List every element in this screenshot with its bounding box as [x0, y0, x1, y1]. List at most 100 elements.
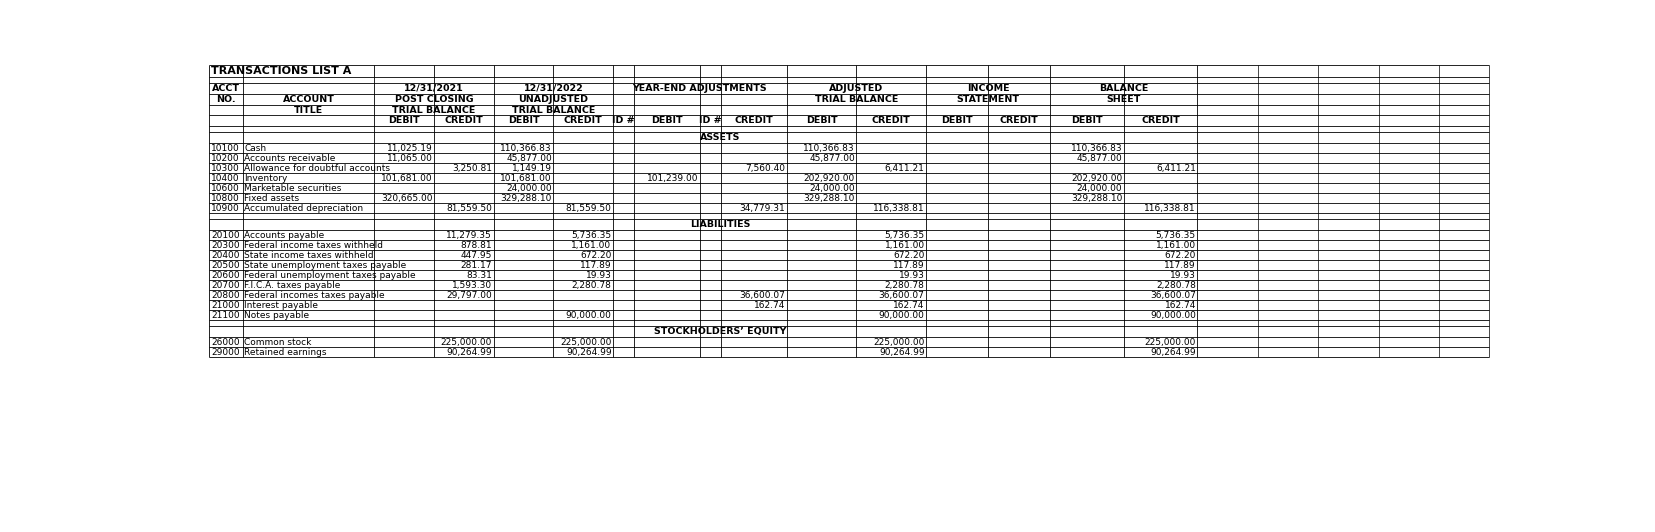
Text: POST CLOSING: POST CLOSING: [394, 95, 473, 104]
Text: 20500: 20500: [212, 261, 240, 270]
Text: ID #: ID #: [612, 117, 634, 126]
Text: 101,239.00: 101,239.00: [647, 173, 698, 182]
Text: 101,681.00: 101,681.00: [381, 173, 432, 182]
Text: ACCOUNT: ACCOUNT: [283, 95, 334, 104]
Text: State unemployment taxes payable: State unemployment taxes payable: [243, 261, 405, 270]
Text: 329,288.10: 329,288.10: [1071, 194, 1122, 203]
Text: 2,280.78: 2,280.78: [1155, 281, 1195, 290]
Text: 225,000.00: 225,000.00: [872, 338, 923, 347]
Text: F.I.C.A. taxes payable: F.I.C.A. taxes payable: [243, 281, 341, 290]
Text: 117.89: 117.89: [1163, 261, 1195, 270]
Text: 36,600.07: 36,600.07: [1149, 290, 1195, 300]
Text: DEBIT: DEBIT: [806, 117, 837, 126]
Text: Inventory: Inventory: [243, 173, 288, 182]
Text: 81,559.50: 81,559.50: [566, 204, 611, 213]
Text: 20100: 20100: [212, 231, 240, 239]
Text: 29000: 29000: [212, 348, 240, 356]
Text: Federal income taxes withheld: Federal income taxes withheld: [243, 240, 382, 250]
Text: 225,000.00: 225,000.00: [559, 338, 611, 347]
Text: Retained earnings: Retained earnings: [243, 348, 326, 356]
Text: 117.89: 117.89: [892, 261, 923, 270]
Text: DEBIT: DEBIT: [508, 117, 540, 126]
Text: 45,877.00: 45,877.00: [809, 154, 854, 163]
Text: LIABILITIES: LIABILITIES: [690, 220, 750, 229]
Text: 1,161.00: 1,161.00: [571, 240, 611, 250]
Text: 90,264.99: 90,264.99: [566, 348, 611, 356]
Text: 162.74: 162.74: [753, 301, 784, 310]
Text: CREDIT: CREDIT: [1000, 117, 1038, 126]
Text: BALANCE: BALANCE: [1099, 84, 1149, 93]
Text: 81,559.50: 81,559.50: [447, 204, 492, 213]
Text: CREDIT: CREDIT: [444, 117, 483, 126]
Text: 162.74: 162.74: [892, 301, 923, 310]
Text: 45,877.00: 45,877.00: [506, 154, 551, 163]
Text: 20600: 20600: [212, 271, 240, 280]
Text: 83.31: 83.31: [467, 271, 492, 280]
Text: 10200: 10200: [212, 154, 240, 163]
Text: 1,149.19: 1,149.19: [511, 164, 551, 173]
Text: 116,338.81: 116,338.81: [1144, 204, 1195, 213]
Text: ADJUSTED: ADJUSTED: [829, 84, 884, 93]
Text: 20800: 20800: [212, 290, 240, 300]
Text: 5,736.35: 5,736.35: [571, 231, 611, 239]
Text: 162.74: 162.74: [1163, 301, 1195, 310]
Text: 11,065.00: 11,065.00: [386, 154, 432, 163]
Text: 3,250.81: 3,250.81: [452, 164, 492, 173]
Text: Cash: Cash: [243, 144, 266, 153]
Text: 11,279.35: 11,279.35: [447, 231, 492, 239]
Text: STATEMENT: STATEMENT: [957, 95, 1019, 104]
Text: ID #: ID #: [698, 117, 722, 126]
Text: 6,411.21: 6,411.21: [1155, 164, 1195, 173]
Text: 90,264.99: 90,264.99: [1150, 348, 1195, 356]
Text: 2,280.78: 2,280.78: [571, 281, 611, 290]
Text: TRANSACTIONS LIST A: TRANSACTIONS LIST A: [210, 66, 351, 76]
Text: Common stock: Common stock: [243, 338, 311, 347]
Text: 1,161.00: 1,161.00: [1155, 240, 1195, 250]
Text: STOCKHOLDERS’ EQUITY: STOCKHOLDERS’ EQUITY: [654, 327, 786, 336]
Text: YEAR-END ADJUSTMENTS: YEAR-END ADJUSTMENTS: [632, 84, 766, 93]
Text: Fixed assets: Fixed assets: [243, 194, 300, 203]
Text: 1,161.00: 1,161.00: [884, 240, 923, 250]
Text: 110,366.83: 110,366.83: [803, 144, 854, 153]
Text: 90,000.00: 90,000.00: [879, 311, 923, 320]
Text: 36,600.07: 36,600.07: [738, 290, 784, 300]
Text: UNADJUSTED: UNADJUSTED: [518, 95, 588, 104]
Text: 101,681.00: 101,681.00: [500, 173, 551, 182]
Text: 20400: 20400: [212, 251, 240, 260]
Text: DEBIT: DEBIT: [650, 117, 682, 126]
Text: 1,593.30: 1,593.30: [452, 281, 492, 290]
Text: 10900: 10900: [212, 204, 240, 213]
Text: Accounts payable: Accounts payable: [243, 231, 324, 239]
Text: Notes payable: Notes payable: [243, 311, 309, 320]
Text: 672.20: 672.20: [892, 251, 923, 260]
Text: TRIAL BALANCE: TRIAL BALANCE: [814, 95, 897, 104]
Text: 20300: 20300: [212, 240, 240, 250]
Text: 447.95: 447.95: [460, 251, 492, 260]
Text: 90,000.00: 90,000.00: [566, 311, 611, 320]
Text: 10600: 10600: [212, 184, 240, 193]
Text: Marketable securities: Marketable securities: [243, 184, 341, 193]
Text: CREDIT: CREDIT: [1140, 117, 1180, 126]
Text: 320,665.00: 320,665.00: [381, 194, 432, 203]
Text: 110,366.83: 110,366.83: [500, 144, 551, 153]
Text: 90,264.99: 90,264.99: [447, 348, 492, 356]
Text: 672.20: 672.20: [1163, 251, 1195, 260]
Text: 19.93: 19.93: [586, 271, 611, 280]
Text: 110,366.83: 110,366.83: [1071, 144, 1122, 153]
Text: SHEET: SHEET: [1106, 95, 1140, 104]
Text: 29,797.00: 29,797.00: [447, 290, 492, 300]
Text: 24,000.00: 24,000.00: [506, 184, 551, 193]
Text: DEBIT: DEBIT: [1071, 117, 1102, 126]
Text: 90,264.99: 90,264.99: [879, 348, 923, 356]
Text: 45,877.00: 45,877.00: [1076, 154, 1122, 163]
Text: 19.93: 19.93: [899, 271, 923, 280]
Text: 202,920.00: 202,920.00: [1071, 173, 1122, 182]
Text: CREDIT: CREDIT: [733, 117, 773, 126]
Text: 21100: 21100: [212, 311, 240, 320]
Text: 281.17: 281.17: [460, 261, 492, 270]
Text: 19.93: 19.93: [1170, 271, 1195, 280]
Text: 36,600.07: 36,600.07: [879, 290, 923, 300]
Text: ACCT: ACCT: [212, 84, 240, 93]
Text: ASSETS: ASSETS: [700, 133, 740, 142]
Text: 10100: 10100: [212, 144, 240, 153]
